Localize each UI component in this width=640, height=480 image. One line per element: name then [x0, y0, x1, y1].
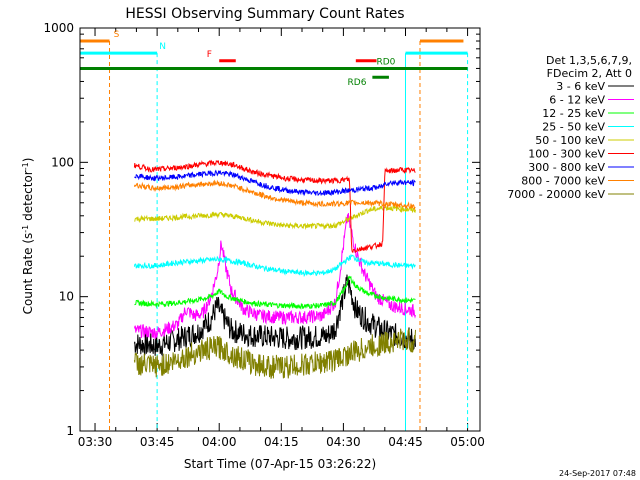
status-markers: S N F RD0 RD6 [80, 30, 469, 431]
x-tick-label: 03:30 [78, 435, 113, 449]
series-line-1 [133, 212, 416, 340]
x-axis-label: Start Time (07-Apr-15 03:26:22) [184, 457, 376, 471]
series-line-2 [134, 275, 416, 310]
marker-label-f: F [207, 50, 212, 60]
series-line-4 [134, 204, 416, 231]
legend-label-7: 800 - 7000 keV [521, 175, 605, 188]
legend-label-4: 50 - 100 keV [535, 134, 605, 147]
x-tick-label: 04:00 [202, 435, 237, 449]
legend-label-6: 300 - 800 keV [528, 161, 605, 174]
y-tick-label: 1000 [43, 21, 74, 35]
series-line-5 [133, 159, 416, 254]
chart-title: HESSI Observing Summary Count Rates [125, 6, 404, 22]
legend-label-5: 100 - 300 keV [528, 148, 605, 161]
series-line-7 [133, 179, 416, 211]
legend-label-2: 12 - 25 keV [542, 107, 605, 120]
series-line-6 [134, 169, 416, 197]
y-axis-label: Count Rate (s-1 detector-1) [21, 158, 35, 315]
x-tick-label: 04:45 [388, 435, 423, 449]
legend-label-1: 6 - 12 keV [549, 94, 605, 107]
legend-label-8: 7000 - 20000 keV [507, 188, 605, 201]
plot-frame [79, 27, 481, 432]
legend-header-1: Det 1,3,5,6,7,9, [546, 54, 632, 67]
series-line-3 [133, 254, 416, 278]
marker-label-n: N [159, 42, 166, 52]
axes-ticks [80, 28, 480, 432]
series-lines [133, 159, 416, 379]
x-tick-label: 05:00 [450, 435, 485, 449]
marker-label-rd0: RD0 [377, 57, 396, 67]
footer-date: 24-Sep-2017 07:48 [559, 469, 636, 478]
y-axis-label-sup2: -1 [21, 162, 30, 170]
y-tick-label: 10 [59, 290, 74, 304]
marker-label-rd6: RD6 [348, 78, 367, 88]
legend-label-3: 25 - 50 keV [542, 121, 605, 134]
legend-header-2: FDecim 2, Att 0 [547, 67, 632, 80]
y-tick-label: 1 [66, 424, 74, 438]
y-axis-label-end: ) [21, 158, 35, 163]
y-tick-labels: 1 10 100 1000 [43, 21, 74, 438]
x-tick-label: 04:15 [264, 435, 299, 449]
series-line-8 [133, 327, 416, 379]
x-tick-label: 03:45 [140, 435, 175, 449]
y-axis-label-main: Count Rate (s [21, 233, 35, 315]
series-line-0 [133, 274, 416, 358]
x-tick-labels: 03:30 03:45 04:00 04:15 04:30 04:45 05:00 [78, 435, 485, 449]
marker-label-s: S [114, 30, 120, 40]
y-tick-label: 100 [51, 155, 74, 169]
y-axis-label-sup1: -1 [21, 225, 30, 233]
y-axis-label-mid: detector [21, 170, 35, 225]
legend-label-0: 3 - 6 keV [556, 80, 605, 93]
x-tick-label: 04:30 [326, 435, 361, 449]
